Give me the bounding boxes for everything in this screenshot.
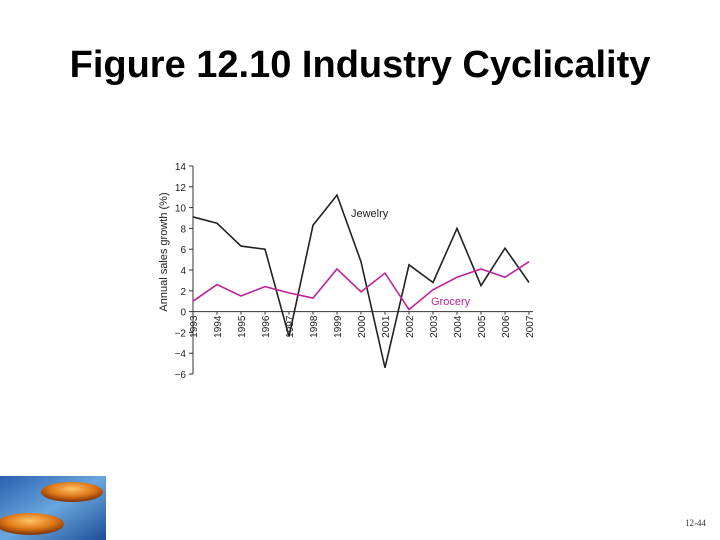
y-tick-label: 14 (175, 162, 187, 173)
y-tick-label: 0 (180, 308, 186, 319)
y-tick-label: −4 (175, 349, 187, 360)
y-axis-title: Annual sales growth (%) (158, 192, 170, 311)
series-label-grocery: Grocery (431, 296, 471, 308)
y-tick-label: −6 (175, 370, 187, 381)
x-tick-label: 1995 (237, 315, 248, 338)
x-tick-label: 2002 (405, 315, 416, 338)
y-tick-label: 2 (180, 287, 186, 298)
x-tick-label: 1993 (189, 315, 200, 338)
x-tick-label: 1998 (309, 315, 320, 338)
x-tick-label: 1994 (213, 315, 224, 338)
x-tick-label: 2000 (357, 315, 368, 338)
y-tick-label: 10 (175, 204, 187, 215)
series-label-jewelry: Jewelry (351, 208, 389, 220)
y-tick-label: 6 (180, 245, 186, 256)
y-tick-label: 12 (175, 183, 187, 194)
series-line-jewelry (192, 193, 530, 368)
series-line-grocery (192, 261, 530, 311)
y-tick-label: −2 (175, 328, 187, 339)
x-tick-label: 2003 (429, 315, 440, 338)
x-tick-label: 2001 (381, 315, 392, 338)
decorative-stones-image (0, 476, 106, 540)
page-number: 12-44 (685, 518, 706, 528)
slide-title: Figure 12.10 Industry Cyclicality (69, 44, 651, 86)
x-tick-label: 2007 (525, 315, 536, 338)
x-tick-label: 1996 (261, 315, 272, 338)
x-tick-label: 1999 (333, 315, 344, 338)
y-tick-label: 4 (180, 266, 186, 277)
x-tick-label: 2006 (501, 315, 512, 338)
y-tick-label: 8 (180, 224, 186, 235)
x-tick-label: 2005 (477, 315, 488, 338)
x-tick-label: 2004 (453, 315, 464, 338)
